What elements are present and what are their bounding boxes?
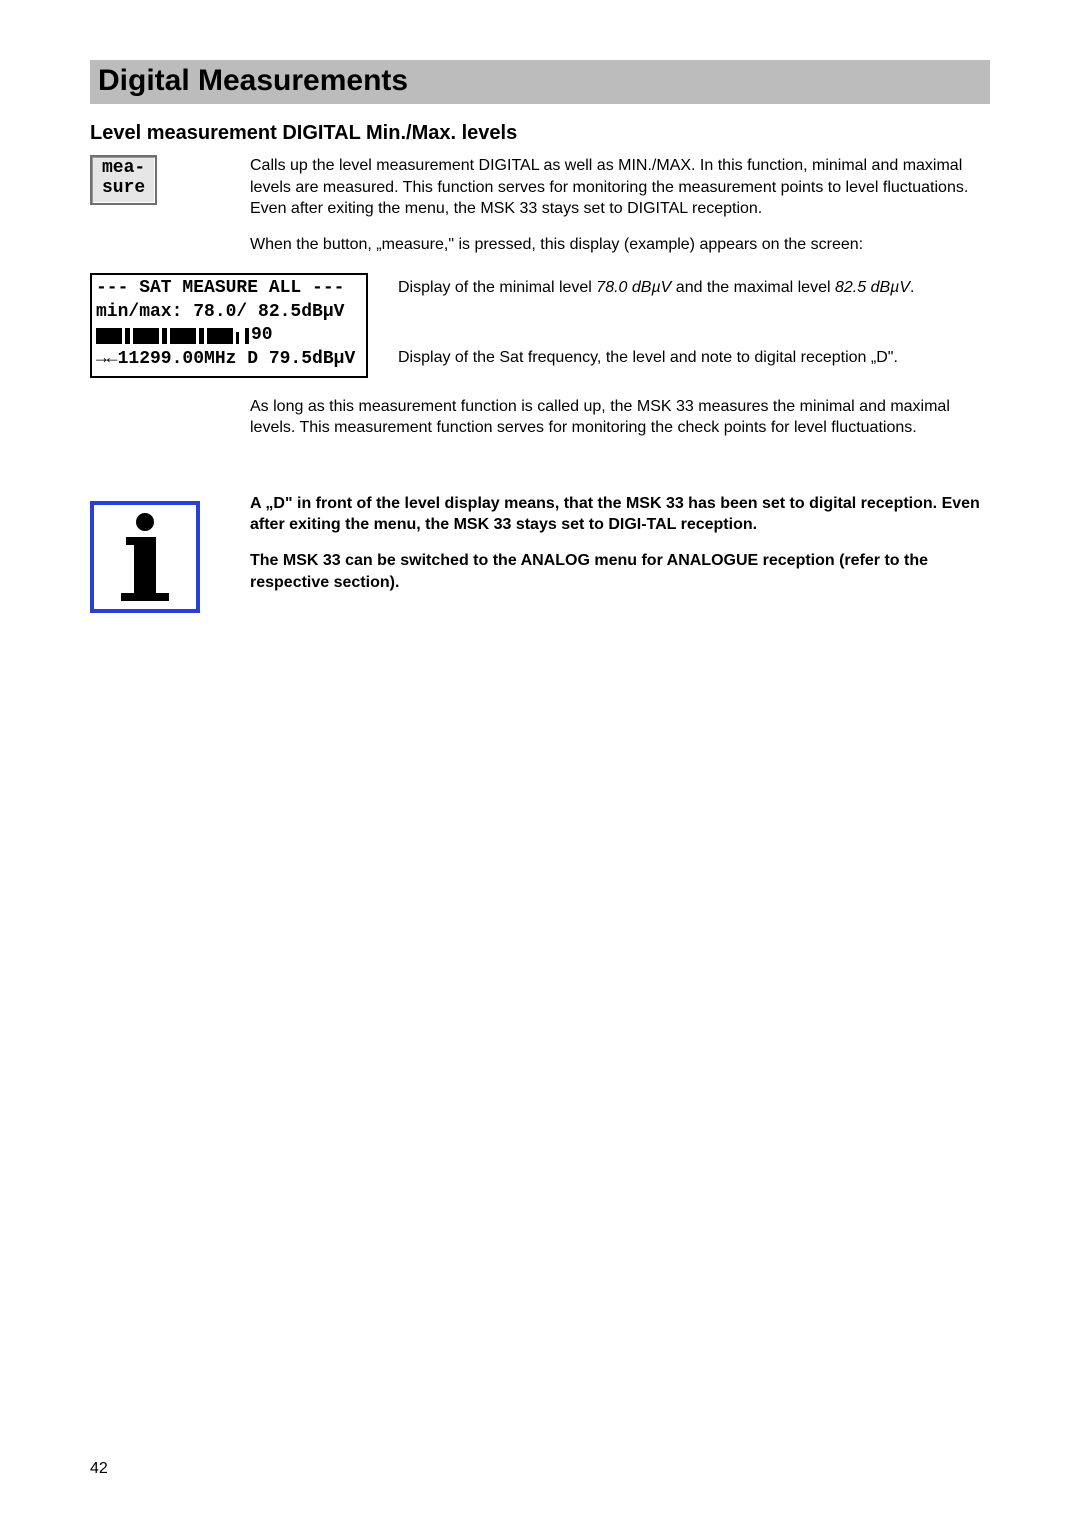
info-icon-base [121, 593, 169, 601]
display-line-2: min/max: 78.0/ 82.5dBµV [96, 301, 362, 324]
info-icon-column [90, 493, 250, 613]
desc1-post: . [910, 279, 914, 296]
display-row: --- SAT MEASURE ALL --- min/max: 78.0/ 8… [90, 273, 990, 377]
bargraph-segment [125, 328, 130, 344]
info-text: A „D" in front of the level display mean… [250, 493, 990, 607]
desc1-mid: and the maximal level [671, 279, 835, 296]
info-paragraph-2: The MSK 33 can be switched to the ANALOG… [250, 550, 990, 593]
followup-text: As long as this measurement function is … [250, 396, 990, 453]
display-line-4: →←11299.00MHz D 79.5dBµV [96, 348, 362, 371]
info-icon-stem [134, 541, 156, 599]
display-descriptions: Display of the minimal level 78.0 dBµV a… [380, 273, 990, 368]
intro-row: mea- sure Calls up the level measurement… [90, 155, 990, 269]
page-title: Digital Measurements [98, 64, 982, 98]
bargraph-icon [96, 328, 239, 344]
bargraph-segment [207, 328, 233, 344]
desc1-value-2: 82.5 dBµV [835, 279, 910, 296]
bargraph-segment [133, 328, 159, 344]
button-column: mea- sure [90, 155, 250, 205]
bargraph-segment [170, 328, 196, 344]
display-bargraph-row: 90 [96, 326, 362, 346]
intro-paragraph-1: Calls up the level measurement DIGITAL a… [250, 155, 990, 220]
bargraph-value: 90 [251, 324, 273, 347]
bargraph-marker-icon [245, 328, 249, 344]
followup-row: As long as this measurement function is … [90, 396, 990, 453]
bargraph-segment [162, 328, 167, 344]
followup-paragraph: As long as this measurement function is … [250, 396, 990, 439]
display-description-2: Display of the Sat frequency, the level … [398, 347, 990, 369]
info-icon [90, 501, 200, 613]
lcd-display: --- SAT MEASURE ALL --- min/max: 78.0/ 8… [90, 273, 368, 377]
display-line-1: --- SAT MEASURE ALL --- [96, 277, 362, 300]
info-paragraph-1: A „D" in front of the level display mean… [250, 493, 990, 536]
desc1-value-1: 78.0 dBµV [596, 279, 671, 296]
section-heading: Level measurement DIGITAL Min./Max. leve… [90, 122, 990, 145]
display-description-1: Display of the minimal level 78.0 dBµV a… [398, 277, 990, 299]
bargraph-segment [96, 328, 122, 344]
desc1-pre: Display of the minimal level [398, 279, 596, 296]
display-column: --- SAT MEASURE ALL --- min/max: 78.0/ 8… [90, 273, 380, 377]
intro-paragraph-2: When the button, „measure," is pressed, … [250, 234, 990, 256]
measure-button[interactable]: mea- sure [90, 155, 157, 205]
document-page: Digital Measurements Level measurement D… [0, 0, 1080, 1528]
bargraph-segment [199, 328, 204, 344]
title-bar: Digital Measurements [90, 60, 990, 104]
bargraph-segment [236, 332, 239, 344]
page-number: 42 [90, 1460, 108, 1478]
info-row: A „D" in front of the level display mean… [90, 493, 990, 613]
info-icon-dot [136, 513, 154, 531]
intro-text: Calls up the level measurement DIGITAL a… [250, 155, 990, 269]
